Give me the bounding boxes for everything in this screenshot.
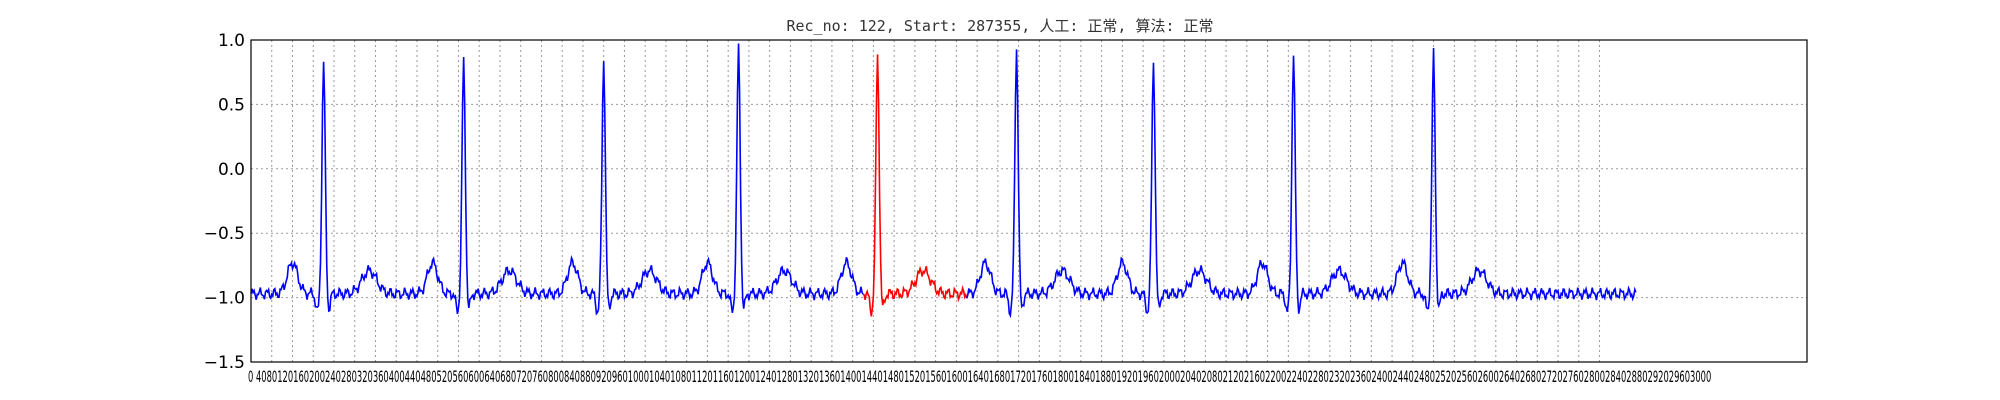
plot-frame xyxy=(250,39,1808,363)
x-axis-ticks: 0 40801201602002402803203604004404805205… xyxy=(248,367,1711,386)
series-layer xyxy=(250,43,1637,319)
ecg-series-highlight xyxy=(862,54,968,317)
y-tick-label: 1.0 xyxy=(218,31,245,51)
y-tick-label: −1.0 xyxy=(204,289,245,309)
y-tick-label: −1.5 xyxy=(204,353,245,373)
y-tick-label: 0.5 xyxy=(218,95,245,115)
x-tick-labels: 0 40801201602002402803203604004404805205… xyxy=(248,367,1711,386)
y-axis-ticks: 1.0 0.5 0.0 −0.5 −1.0 −1.5 xyxy=(204,31,245,373)
y-tick-label: 0.0 xyxy=(218,160,245,180)
grid-layer xyxy=(250,39,1807,363)
ecg-series-normal-end xyxy=(965,48,1637,319)
chart-title: Rec_no: 122, Start: 287355, 人工: 正常, 算法: … xyxy=(786,17,1213,35)
y-tick-label: −0.5 xyxy=(204,224,245,244)
ecg-series-normal-start xyxy=(250,43,864,316)
